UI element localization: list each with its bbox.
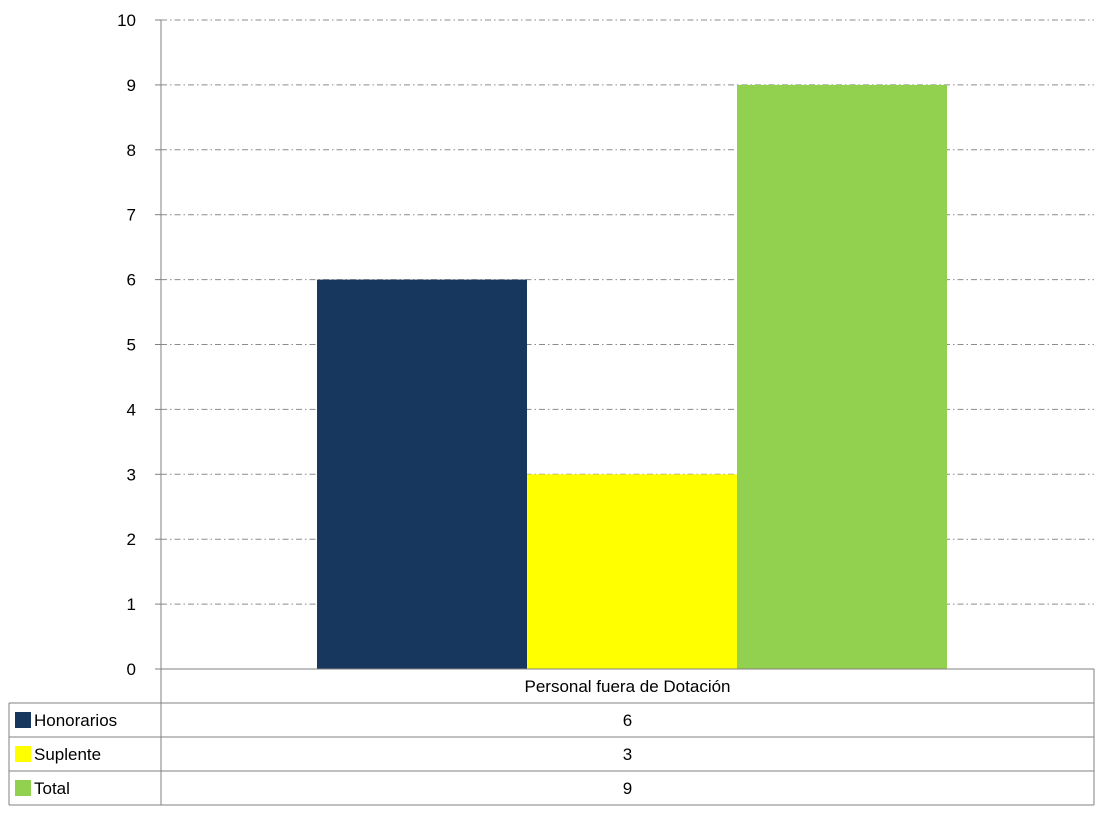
legend-label: Suplente: [34, 745, 101, 764]
category-label: Personal fuera de Dotación: [524, 677, 730, 696]
legend-label: Total: [34, 779, 70, 798]
y-tick-label: 5: [127, 336, 136, 355]
legend-swatch-honorarios: [15, 712, 31, 728]
y-tick-label: 3: [127, 465, 136, 484]
bar-total: [737, 84, 947, 669]
y-tick-label: 8: [127, 141, 136, 160]
bars: [317, 84, 947, 669]
bar-honorarios: [317, 279, 527, 669]
y-tick-label: 4: [127, 400, 136, 419]
data-table: Personal fuera de Dotación Honorarios 6 Sup…: [8, 669, 1095, 806]
y-tick-label: 7: [127, 206, 136, 225]
legend-swatch-suplente: [15, 746, 31, 762]
legend-swatch-total: [15, 780, 31, 796]
y-tick-label: 2: [127, 530, 136, 549]
y-tick-label: 10: [117, 11, 136, 30]
data-table-value: 9: [623, 779, 632, 798]
y-tick-label: 0: [127, 660, 136, 679]
axes: 0 1 2 3 4 5 6 7 8 9 10: [117, 11, 1094, 679]
y-tick-label: 6: [127, 271, 136, 290]
legend-label: Honorarios: [34, 711, 117, 730]
y-tick-label: 1: [127, 595, 136, 614]
data-table-value: 6: [623, 711, 632, 730]
bar-suplente: [527, 474, 737, 669]
data-table-value: 3: [623, 745, 632, 764]
y-tick-label: 9: [127, 76, 136, 95]
